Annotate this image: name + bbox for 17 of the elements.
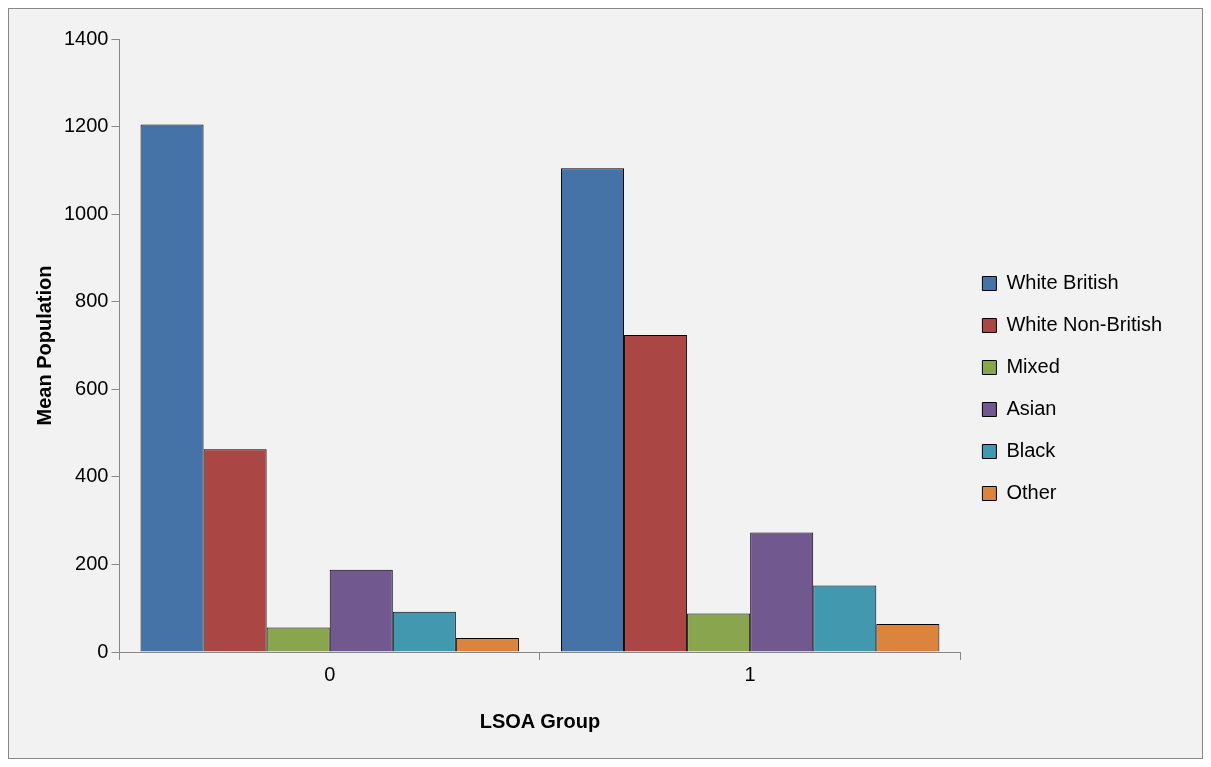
y-tick-label: 0 (97, 639, 109, 662)
legend-label: White Non-British (1006, 313, 1163, 336)
y-tick-label: 600 (75, 376, 109, 399)
legend-label: Black (1006, 439, 1057, 462)
legend-label: Mixed (1006, 355, 1060, 378)
x-axis-title: LSOA Group (479, 709, 601, 732)
legend-label: Other (1006, 481, 1057, 504)
y-tick-label: 1000 (63, 201, 109, 224)
x-tick-label: 1 (744, 662, 756, 685)
legend-label: Asian (1006, 397, 1057, 420)
y-axis-title: Mean Population (32, 265, 55, 426)
y-tick-label: 800 (75, 289, 109, 312)
y-tick-label: 200 (75, 551, 109, 574)
legend-label: White British (1006, 271, 1119, 294)
y-tick-label: 1200 (63, 114, 109, 137)
y-tick-label: 400 (75, 464, 109, 487)
y-tick-label: 1400 (63, 26, 109, 49)
